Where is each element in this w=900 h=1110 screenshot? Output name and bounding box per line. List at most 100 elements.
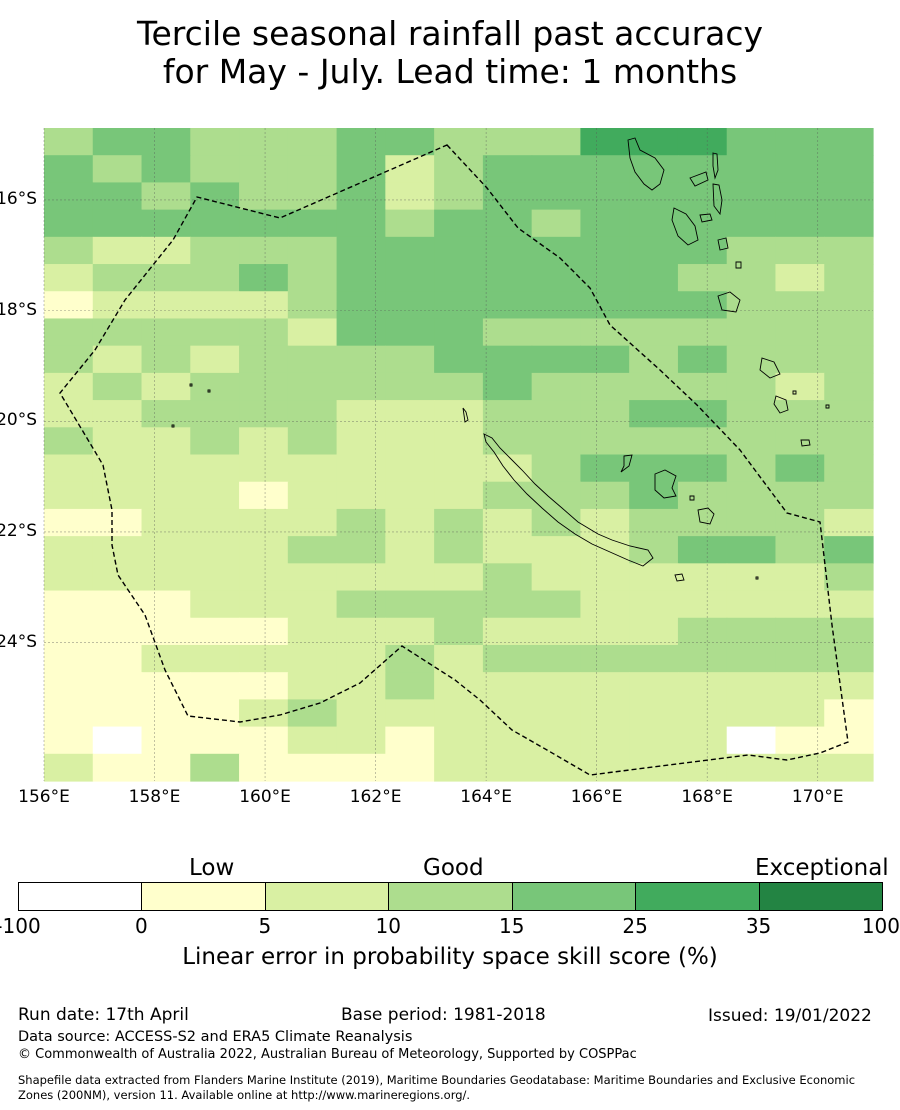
skill-cell <box>239 644 289 673</box>
skill-cell <box>580 481 630 510</box>
skill-cell <box>336 155 386 184</box>
skill-cell <box>287 372 338 401</box>
skill-cell <box>580 236 630 265</box>
skill-cell <box>287 400 338 428</box>
tanna <box>773 395 789 414</box>
skill-cell <box>726 236 777 265</box>
skill-cell <box>239 400 289 428</box>
skill-cell <box>629 155 679 184</box>
colorbar-segment <box>635 882 760 911</box>
skill-cell <box>580 753 630 782</box>
skill-cell <box>141 264 191 292</box>
longitude-tick-label: 168°E <box>681 787 734 807</box>
skill-cell <box>190 155 240 184</box>
skill-cell <box>629 644 679 673</box>
skill-cell <box>44 182 94 211</box>
skill-cell <box>336 209 386 238</box>
skill-cell <box>580 128 630 156</box>
skill-cell <box>385 236 435 265</box>
skill-cell <box>92 400 143 428</box>
skill-cell <box>677 155 728 184</box>
skill-cell <box>482 644 533 673</box>
skill-cell <box>726 209 777 238</box>
skill-cell <box>824 563 874 592</box>
longitude-tick-label: 166°E <box>570 787 623 807</box>
skill-cell <box>531 454 582 483</box>
latitude-tick-label: 20°S <box>0 410 37 431</box>
skill-cell <box>531 372 582 401</box>
skill-cell <box>677 345 728 374</box>
skill-cell <box>239 753 289 782</box>
skill-cell <box>531 644 582 673</box>
chart-title-line1: Tercile seasonal rainfall past accuracy <box>136 14 764 53</box>
skill-cell <box>531 536 582 564</box>
skill-cell <box>580 699 630 728</box>
new-caledonia-grande-terre <box>483 433 654 567</box>
skill-cell <box>92 644 143 673</box>
skill-cell <box>531 753 582 782</box>
skill-cell <box>336 508 386 537</box>
skill-cell <box>677 318 728 347</box>
skill-cell <box>726 753 777 782</box>
shepherd-islands <box>735 261 742 269</box>
skill-cell <box>287 318 338 347</box>
skill-cell <box>190 454 240 483</box>
skill-cell <box>141 644 191 673</box>
skill-cell <box>287 590 338 619</box>
skill-cell <box>336 644 386 673</box>
skill-cell <box>482 291 533 320</box>
skill-cell <box>141 345 191 374</box>
chesterfield-reef-1 <box>189 383 193 387</box>
skill-cell <box>434 318 484 347</box>
shapefile-credit-line2: Zones (200NM), version 11. Available onl… <box>18 1088 471 1102</box>
colorbar-segment <box>264 882 390 911</box>
skill-cell <box>190 536 240 564</box>
skill-cell <box>482 726 533 755</box>
skill-cell <box>482 508 533 537</box>
skill-cell <box>239 726 289 755</box>
chesterfield-reef-2 <box>207 389 211 393</box>
skill-cell <box>141 481 191 510</box>
skill-cell <box>726 427 777 456</box>
skill-cell <box>629 400 679 428</box>
skill-cell <box>824 454 874 483</box>
skill-cell <box>287 236 338 265</box>
skill-cell <box>629 291 679 320</box>
skill-cell <box>775 209 825 238</box>
skill-cell <box>726 536 777 564</box>
skill-cell <box>629 672 679 700</box>
skill-cell <box>434 128 484 156</box>
skill-cell <box>531 236 582 265</box>
skill-cell <box>482 236 533 265</box>
skill-cell <box>726 508 777 537</box>
skill-cell <box>287 644 338 673</box>
skill-cell <box>336 753 386 782</box>
skill-cell <box>580 318 630 347</box>
skill-cell <box>92 699 143 728</box>
skill-cell <box>336 372 386 401</box>
skill-cell <box>580 427 630 456</box>
skill-cell <box>629 318 679 347</box>
skill-cell <box>482 372 533 401</box>
skill-cell <box>287 264 338 292</box>
skill-cell <box>531 672 582 700</box>
skill-cell <box>336 236 386 265</box>
skill-cell <box>775 753 825 782</box>
skill-cell <box>629 536 679 564</box>
skill-cell <box>92 372 143 401</box>
skill-cell <box>629 427 679 456</box>
longitude-tick-label: 164°E <box>460 787 512 807</box>
skill-cell <box>482 264 533 292</box>
skill-cell <box>775 590 825 619</box>
skill-cell <box>239 536 289 564</box>
skill-cell <box>677 699 728 728</box>
skill-cell <box>482 155 533 184</box>
skill-cell <box>92 155 143 184</box>
skill-cell <box>775 155 825 184</box>
skill-cell <box>580 291 630 320</box>
skill-cell <box>239 508 289 537</box>
skill-cell <box>336 400 386 428</box>
skill-cell <box>44 209 94 238</box>
skill-cell <box>580 182 630 211</box>
skill-cell <box>190 372 240 401</box>
